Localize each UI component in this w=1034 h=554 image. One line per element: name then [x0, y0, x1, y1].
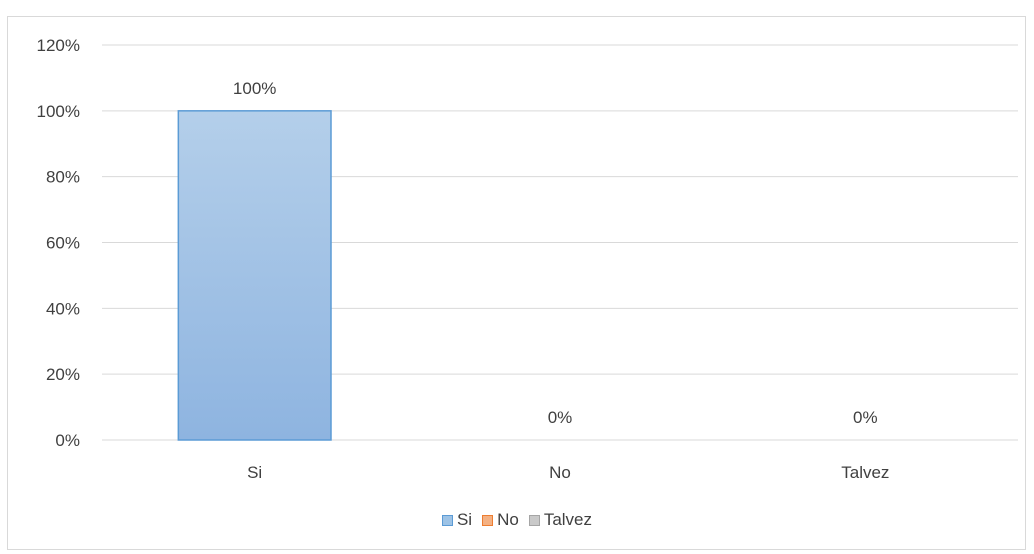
y-tick-label: 80%	[46, 168, 80, 187]
legend-label-no: No	[497, 510, 519, 529]
data-labels: 100% 0% 0%	[233, 79, 878, 427]
legend-swatch-talvez	[528, 514, 540, 526]
legend-label-si: Si	[456, 510, 473, 529]
legend-item-no: No	[482, 510, 519, 530]
legend-label-talvez: Talvez	[543, 510, 593, 529]
y-tick-label: 100%	[37, 102, 80, 121]
y-tick-label: 120%	[37, 36, 80, 55]
x-tick-label-talvez: Talvez	[841, 463, 889, 482]
legend-item-talvez: Talvez	[528, 510, 593, 530]
legend-swatch-si	[441, 514, 453, 526]
data-label-no: 0%	[548, 408, 573, 427]
y-tick-label: 20%	[46, 365, 80, 384]
y-tick-label: 60%	[46, 234, 80, 253]
x-tick-label-no: No	[549, 463, 571, 482]
data-label-si: 100%	[233, 79, 276, 98]
legend-swatch-no	[482, 514, 494, 526]
y-tick-label: 40%	[46, 299, 80, 318]
x-tick-label-si: Si	[247, 463, 262, 482]
y-tick-label: 0%	[55, 431, 80, 450]
x-axis-ticks: Si No Talvez	[247, 463, 889, 482]
legend-item-si: Si	[441, 510, 473, 530]
data-label-talvez: 0%	[853, 408, 878, 427]
y-axis-ticks: 0% 20% 40% 60% 80% 100% 120%	[37, 36, 80, 450]
bar-si	[177, 110, 332, 441]
bars	[177, 110, 332, 441]
legend: Si No Talvez	[0, 510, 1034, 530]
chart-frame	[7, 16, 1026, 550]
